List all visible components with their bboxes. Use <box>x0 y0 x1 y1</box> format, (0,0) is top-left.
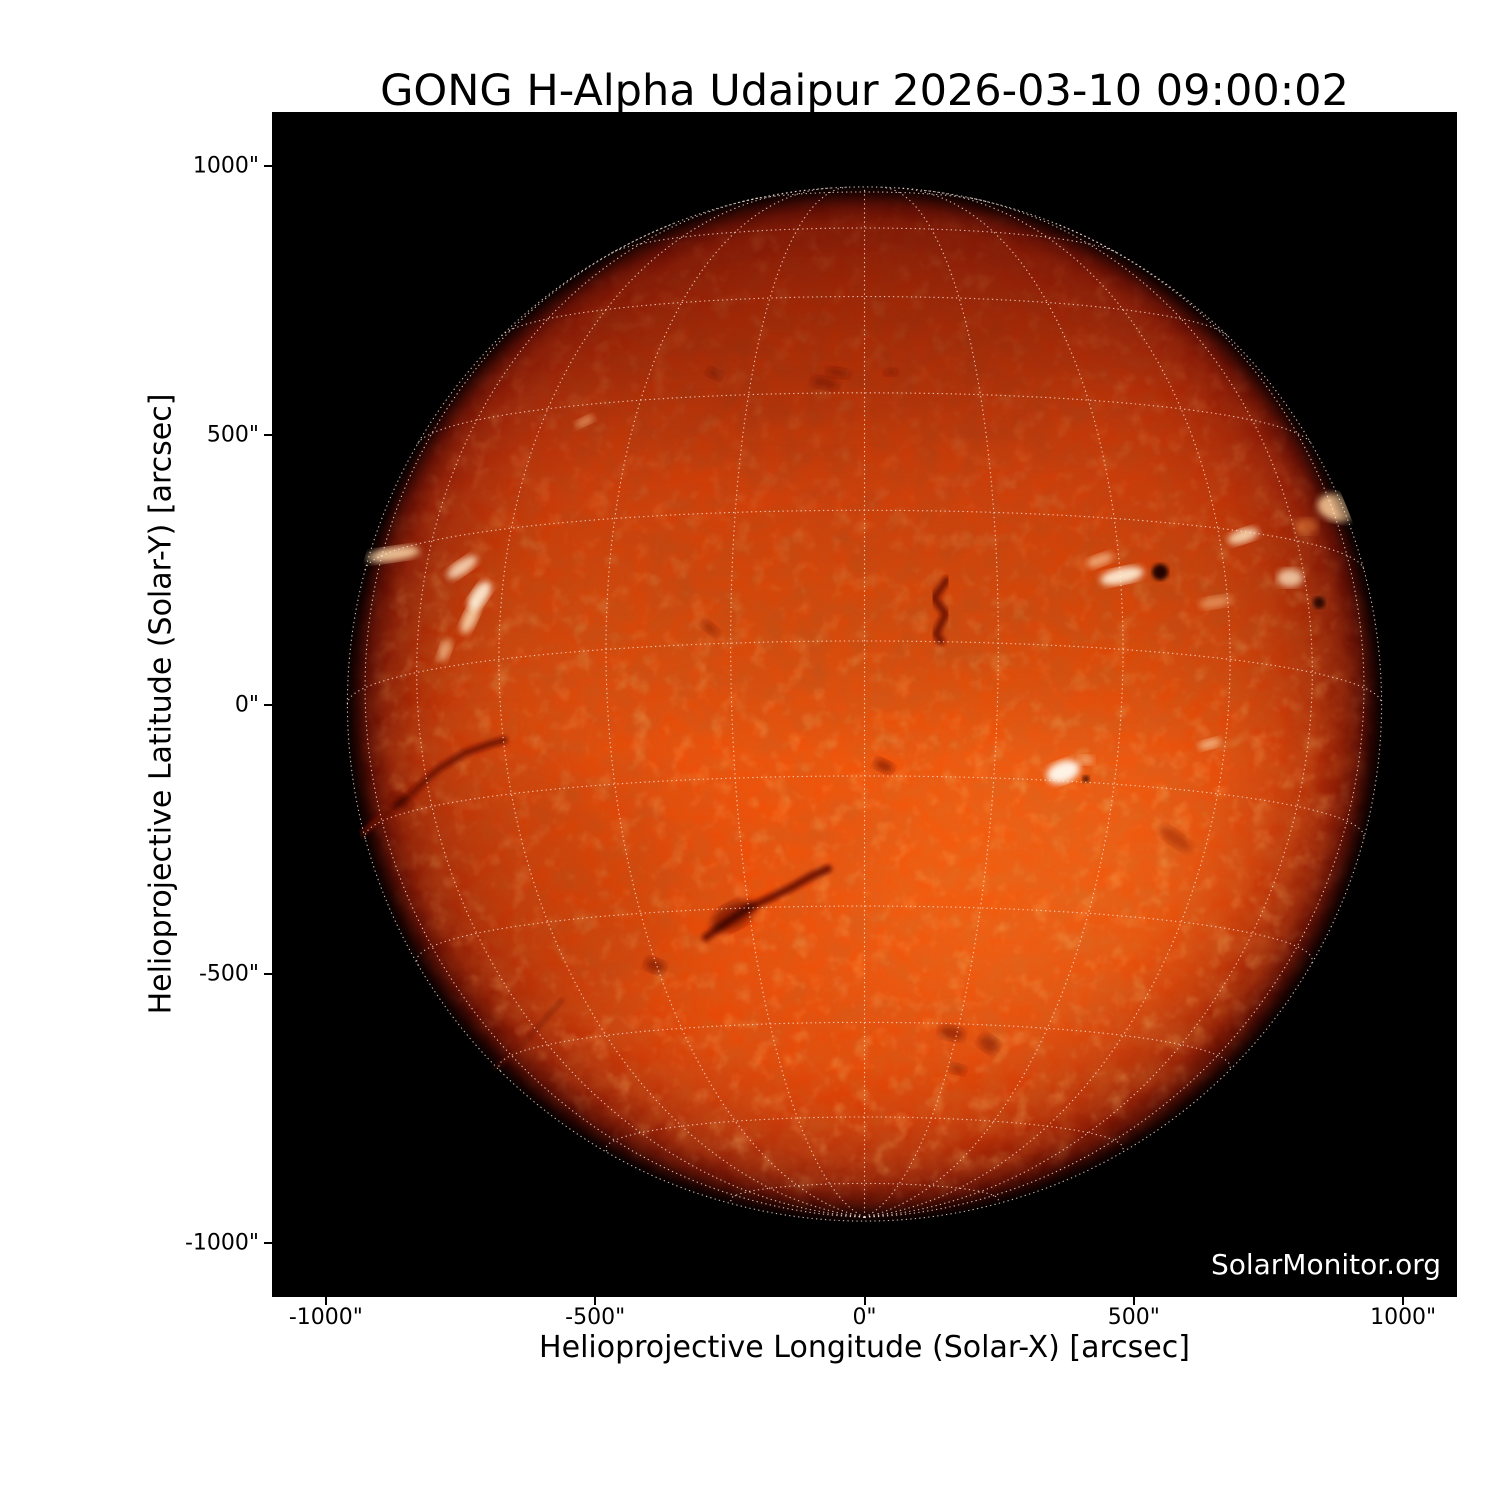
y-tick-mark <box>264 703 272 706</box>
watermark: SolarMonitor.org <box>1210 1248 1441 1281</box>
dark-patch <box>701 620 719 636</box>
grid-line <box>610 227 1119 254</box>
dark-patch <box>950 1064 967 1075</box>
grid-line <box>417 392 1312 445</box>
x-tick-mark <box>1402 1297 1405 1305</box>
grid-line <box>498 189 865 1218</box>
dark-patch <box>1157 825 1192 851</box>
y-tick-mark <box>264 434 272 437</box>
y-tick-label: 500" <box>206 422 259 448</box>
dark-patch <box>883 368 898 376</box>
grid-line <box>364 509 1365 571</box>
grid-line <box>864 189 1231 1218</box>
x-tick-mark <box>324 1297 327 1305</box>
plage-bright-region <box>460 601 480 634</box>
solar-disk-image <box>343 183 1386 1225</box>
y-tick-label: 0" <box>234 692 259 717</box>
plage-bright-region <box>1294 518 1319 535</box>
y-axis-label: Helioprojective Latitude (Solar-Y) [arcs… <box>143 393 179 1015</box>
grid-line <box>364 223 865 1218</box>
filament <box>930 576 951 645</box>
plage-bright-region <box>468 581 492 610</box>
figure-title: GONG H-Alpha Udaipur 2026-03-10 09:00:02 <box>380 66 1349 116</box>
plage-bright-region <box>364 546 420 563</box>
filament <box>702 864 832 942</box>
sunspot <box>1313 596 1326 609</box>
filament <box>354 736 508 840</box>
dark-patch <box>874 759 894 773</box>
x-tick-mark <box>863 1297 866 1305</box>
plage-bright-region <box>1046 760 1080 784</box>
shade-blotch <box>849 739 1235 1024</box>
grid-line <box>501 295 1229 337</box>
dark-patch <box>938 1025 965 1041</box>
dark-patch <box>644 958 666 974</box>
solar-disk <box>343 183 1386 1225</box>
plage-bright-region <box>447 555 478 579</box>
x-tick-label: 500" <box>1107 1305 1160 1330</box>
plage-bright-region <box>1199 595 1232 609</box>
grid-line <box>730 1182 999 1202</box>
plage-bright-region <box>1100 566 1144 585</box>
plage-bright-region <box>1227 527 1259 545</box>
heliographic-grid <box>346 186 1383 1222</box>
solar-limb-circle <box>346 186 1383 1222</box>
shade-blotch <box>361 730 700 1001</box>
x-tick-mark <box>1132 1297 1135 1305</box>
y-tick-mark <box>264 164 272 167</box>
x-tick-label: 0" <box>852 1305 877 1330</box>
plage-bright-region <box>575 415 595 428</box>
x-axis-label: Helioprojective Longitude (Solar-X) [arc… <box>539 1330 1190 1365</box>
y-tick-mark <box>264 972 272 975</box>
grid-line <box>743 191 987 203</box>
grid-line <box>346 640 1383 705</box>
y-tick-label: -500" <box>198 961 259 987</box>
solar-features <box>354 367 1360 1089</box>
x-tick-mark <box>594 1297 597 1305</box>
y-tick-label: 1000" <box>192 153 259 179</box>
plage-bright-region <box>1086 552 1114 568</box>
dark-patch <box>978 1034 999 1053</box>
sunspot <box>1152 563 1169 581</box>
dark-patch <box>811 376 839 390</box>
grid-line <box>864 223 1365 1218</box>
plage-bright-region <box>438 638 452 662</box>
plage-bright-region <box>1198 738 1222 750</box>
plage-bright-region <box>1077 755 1094 765</box>
shade-blotch <box>519 208 1124 446</box>
plage-bright-region <box>1277 568 1303 588</box>
x-tick-label: 1000" <box>1370 1305 1437 1330</box>
x-tick-label: -1000" <box>288 1305 363 1330</box>
x-tick-label: -500" <box>565 1305 626 1330</box>
y-tick-mark <box>264 1242 272 1245</box>
y-tick-label: -1000" <box>184 1230 259 1256</box>
dark-patch <box>826 367 850 378</box>
grid-line <box>416 905 1313 966</box>
plot-area: SolarMonitor.org <box>272 112 1457 1297</box>
sunspot <box>1082 775 1090 783</box>
dark-patch <box>706 368 722 380</box>
grid-line <box>364 775 1365 840</box>
